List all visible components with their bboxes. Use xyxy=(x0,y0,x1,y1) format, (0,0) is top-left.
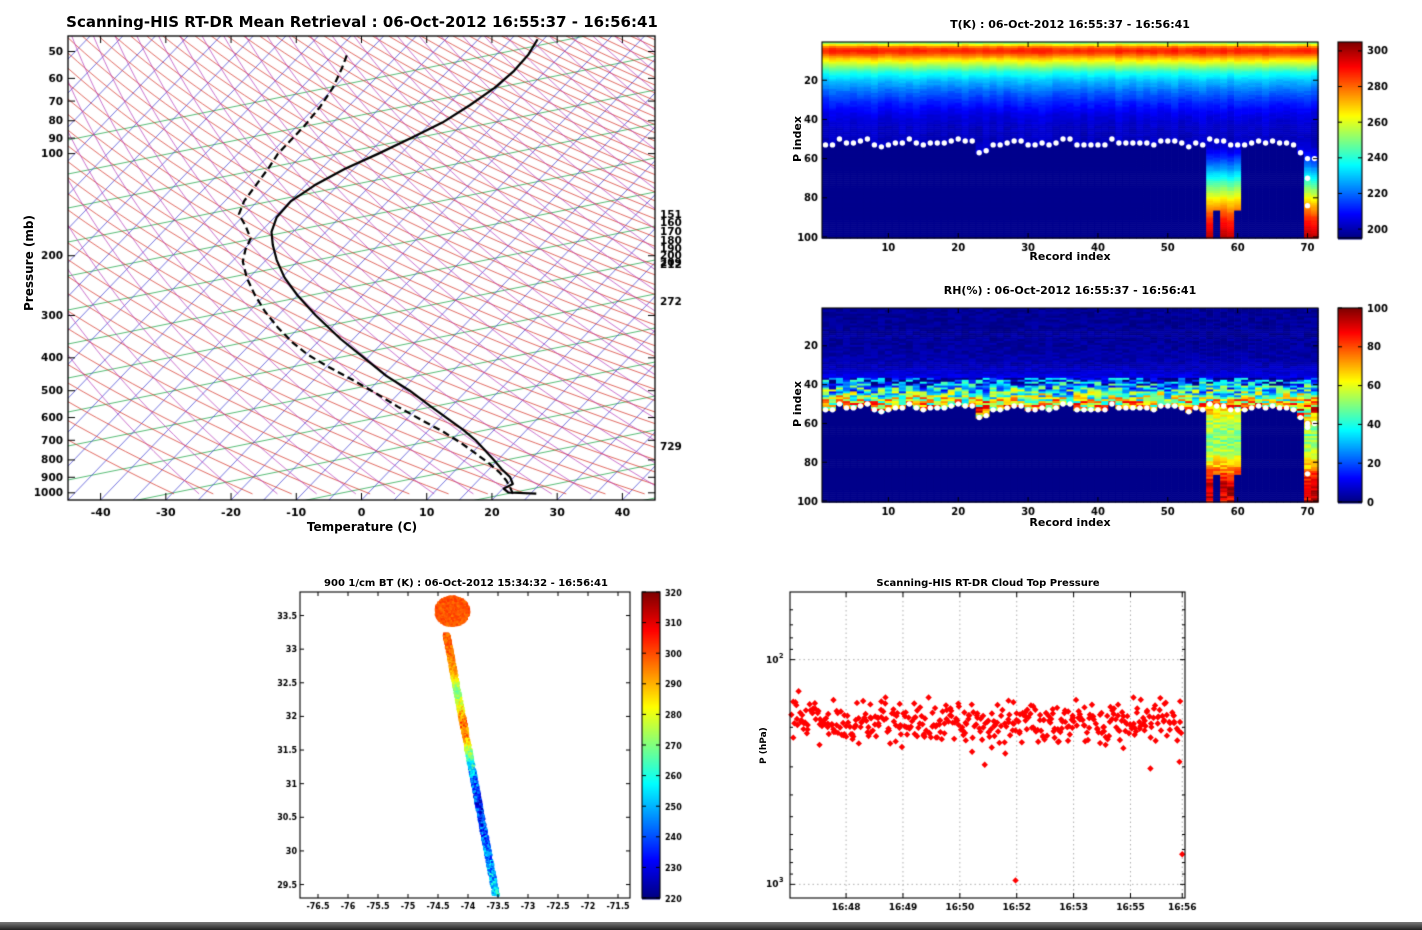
t-heatmap-title: T(K) : 06-Oct-2012 16:55:37 - 16:56:41 xyxy=(950,18,1190,31)
rh-heatmap-ylabel: P index xyxy=(791,381,804,427)
skewt-ylabel: Pressure (mb) xyxy=(22,215,36,311)
rh-heatmap-title: RH(%) : 06-Oct-2012 16:55:37 - 16:56:41 xyxy=(943,284,1197,297)
bt-map-title: 900 1/cm BT (K) : 06-Oct-2012 15:34:32 -… xyxy=(324,578,608,589)
window-bottom-edge xyxy=(0,922,1422,930)
skewt-xlabel: Temperature (C) xyxy=(306,520,418,534)
ctp-title: Scanning-HIS RT-DR Cloud Top Pressure xyxy=(876,578,1100,589)
t-heatmap-xlabel: Record index xyxy=(1029,250,1111,263)
rh-heatmap-xlabel: Record index xyxy=(1029,516,1111,529)
t-heatmap-ylabel: P index xyxy=(791,116,804,162)
ctp-ylabel: P (hPa) xyxy=(759,727,769,764)
skewt-title: Scanning-HIS RT-DR Mean Retrieval : 06-O… xyxy=(66,13,658,31)
